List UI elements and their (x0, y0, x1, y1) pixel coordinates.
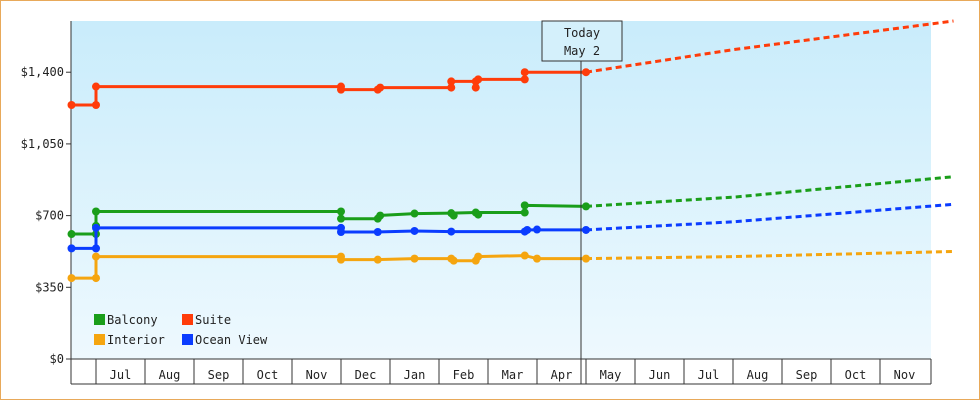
suite-legend-label: Suite (195, 313, 231, 327)
today-callout (541, 20, 623, 62)
ocean-view-point[interactable] (337, 227, 345, 236)
x-tick-label: Aug (159, 368, 181, 382)
interior-point[interactable] (373, 255, 382, 264)
interior-point[interactable] (474, 252, 483, 261)
x-tick-label: Jul (698, 368, 720, 382)
x-tick-label: Feb (453, 368, 475, 382)
interior-point[interactable] (92, 274, 100, 283)
balcony-point[interactable] (92, 207, 100, 216)
interior-point[interactable] (582, 254, 590, 263)
interior-forecast-line (585, 250, 954, 261)
x-tick-label: Jun (649, 368, 671, 382)
balcony-point[interactable] (520, 208, 529, 217)
ocean-view-point[interactable] (523, 225, 532, 234)
suite-legend-swatch (182, 314, 193, 325)
x-tick-label: Apr (551, 368, 573, 382)
y-tick-label: $0 (50, 352, 64, 366)
ocean-view-point[interactable] (447, 227, 456, 236)
suite-point[interactable] (92, 82, 100, 91)
ocean-view-point[interactable] (92, 223, 100, 232)
interior-price-line (71, 254, 586, 280)
suite-point[interactable] (474, 75, 483, 84)
legend: Balcony Suite Interior Ocean View (94, 313, 268, 347)
x-tick-label: Dec (355, 368, 377, 382)
x-tick-label: Jan (404, 368, 426, 382)
suite-point[interactable] (67, 100, 76, 109)
x-axis: Jul Aug Sep Oct Nov Dec Jan Feb Mar Apr May Jun Jul A… (71, 358, 932, 385)
suite-point[interactable] (582, 68, 590, 77)
ocean-view-point[interactable] (92, 244, 100, 253)
balcony-point[interactable] (449, 211, 458, 220)
y-tick-label: $1,050 (21, 137, 64, 151)
interior-point[interactable] (533, 254, 541, 263)
balcony-point[interactable] (337, 207, 345, 216)
x-tick-label: Nov (306, 368, 328, 382)
balcony-point[interactable] (376, 211, 385, 220)
interior-point[interactable] (337, 255, 345, 264)
today-marker: Today May 2 (541, 20, 623, 384)
ocean-view-point[interactable] (373, 227, 382, 236)
x-tick-label: Sep (796, 368, 818, 382)
plot-area (71, 21, 931, 359)
suite-point[interactable] (447, 83, 456, 92)
ocean-view-point[interactable] (582, 225, 590, 234)
y-tick-label: $700 (35, 209, 64, 223)
today-label: Today (564, 26, 600, 40)
ocean-view-legend-swatch (182, 334, 193, 345)
suite-point[interactable] (337, 85, 345, 94)
x-tick-label: Jul (110, 368, 132, 382)
suite-point[interactable] (520, 75, 529, 84)
balcony-point[interactable] (582, 202, 590, 211)
x-tick-label: Oct (845, 368, 867, 382)
interior-point[interactable] (67, 274, 76, 283)
ocean-view-point[interactable] (410, 226, 419, 235)
interior-point[interactable] (449, 256, 458, 265)
interior-legend-swatch (94, 334, 105, 345)
suite-point[interactable] (520, 68, 529, 77)
suite-point[interactable] (471, 83, 480, 92)
x-tick-label: Oct (257, 368, 279, 382)
x-tick-label: May (600, 368, 622, 382)
x-tick-label: Nov (894, 368, 916, 382)
x-tick-label: Sep (208, 368, 230, 382)
ocean-view-point[interactable] (533, 225, 541, 234)
suite-point[interactable] (376, 83, 385, 92)
ocean-view-forecast-line (585, 202, 954, 232)
suite-price-line (71, 70, 586, 107)
balcony-point[interactable] (474, 210, 483, 219)
price-series (67, 68, 590, 283)
x-tick-label: Mar (502, 368, 524, 382)
ocean-view-point[interactable] (67, 244, 76, 253)
ocean-view-legend-label: Ocean View (195, 333, 268, 347)
interior-point[interactable] (410, 254, 419, 263)
interior-point[interactable] (92, 252, 100, 261)
balcony-legend-label: Balcony (107, 313, 158, 327)
balcony-legend-swatch (94, 314, 105, 325)
x-tick-label: Aug (747, 368, 769, 382)
y-axis: $0 $350 $700 $1,050 $1,400 (21, 21, 72, 384)
balcony-point[interactable] (337, 214, 345, 223)
y-tick-label: $350 (35, 280, 64, 294)
suite-point[interactable] (92, 100, 100, 109)
interior-point[interactable] (520, 251, 529, 260)
forecast-lines (585, 19, 954, 261)
y-tick-label: $1,400 (21, 65, 64, 79)
balcony-point[interactable] (520, 201, 529, 210)
suite-point[interactable] (447, 77, 456, 86)
today-date: May 2 (564, 44, 600, 58)
balcony-point[interactable] (67, 230, 76, 239)
balcony-forecast-line (585, 175, 954, 208)
interior-legend-label: Interior (107, 333, 165, 347)
balcony-point[interactable] (410, 209, 419, 218)
